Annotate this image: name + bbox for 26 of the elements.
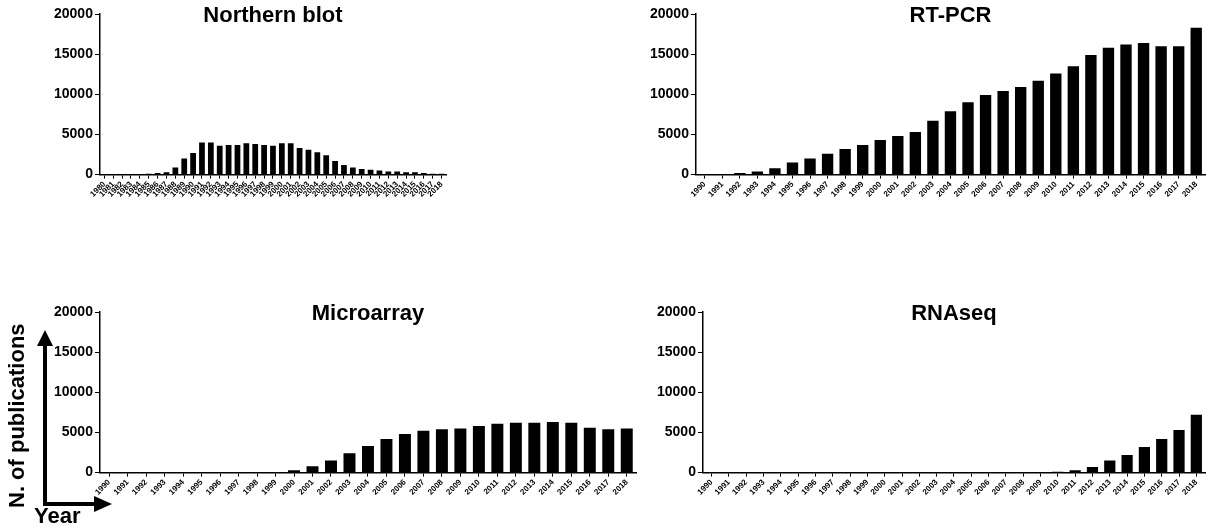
y-tick-label: 15000 (53, 45, 94, 62)
y-tick-label: 15000 (656, 343, 697, 360)
y-tick-label: 10000 (656, 383, 697, 400)
y-tick-label: 20000 (53, 4, 94, 21)
y-tick-label: 0 (85, 165, 94, 182)
y-tick-label: 5000 (657, 125, 690, 142)
y-tick-label: 5000 (61, 423, 94, 440)
x-axis-title: Year (34, 503, 81, 528)
chart-title: RNAseq (911, 300, 997, 326)
y-tick-label: 20000 (53, 302, 94, 319)
y-tick-label: 10000 (53, 383, 94, 400)
chart-title: Microarray (311, 300, 425, 326)
chart-title: Northern blot (203, 2, 344, 28)
y-tick-label: 20000 (656, 302, 697, 319)
y-tick-label: 0 (681, 165, 690, 182)
y-tick-label: 5000 (664, 423, 697, 440)
y-tick-label: 10000 (53, 85, 94, 102)
y-tick-label: 15000 (649, 45, 690, 62)
y-axis-title: N. of publications (4, 323, 30, 508)
y-tick-label: 10000 (649, 85, 690, 102)
y-tick-label: 20000 (649, 4, 690, 21)
y-tick-label: 0 (85, 463, 94, 480)
y-tick-label: 0 (688, 463, 697, 480)
y-tick-label: 5000 (61, 125, 94, 142)
chart-title: RT-PCR (909, 2, 992, 28)
y-tick-label: 15000 (53, 343, 94, 360)
